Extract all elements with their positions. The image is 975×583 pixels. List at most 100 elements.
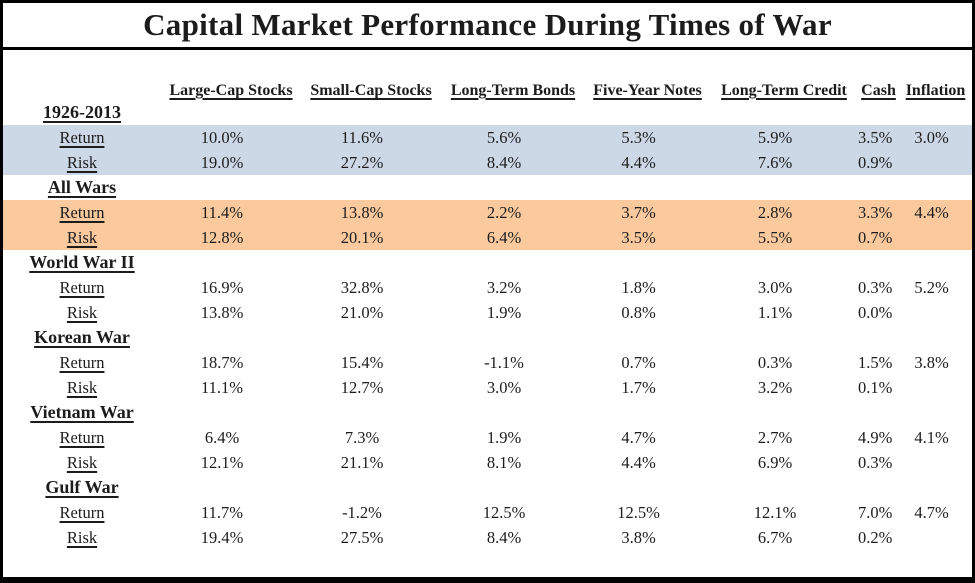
value-cell: 1.1%	[757, 302, 793, 322]
value-cell: 12.1%	[753, 502, 797, 522]
row-label-text: Return	[59, 127, 105, 147]
performance-table: Large-Cap Stocks Small-Cap Stocks Long-Ter…	[3, 78, 972, 550]
value-cell: 3.5%	[858, 127, 893, 147]
section-label: Gulf War	[3, 475, 161, 500]
value-cell: 13.8%	[340, 202, 384, 222]
value-cell: 1.5%	[858, 352, 893, 372]
title-box: Capital Market Performance During Times …	[3, 3, 972, 50]
value-cell: 4.1%	[914, 427, 949, 447]
section-label: All Wars	[3, 175, 161, 200]
value-cell: 2.7%	[757, 427, 793, 447]
value-cell: 13.8%	[200, 302, 244, 322]
column-header: Five-Year Notes	[593, 82, 702, 99]
value-cell: 7.6%	[757, 152, 793, 172]
value-cell: 32.8%	[340, 277, 384, 297]
value-cell: 6.4%	[204, 427, 240, 447]
value-cell: 19.4%	[200, 527, 244, 547]
value-cell: 3.2%	[757, 377, 793, 397]
corner-cell	[3, 78, 161, 100]
value-cell: 4.7%	[621, 427, 656, 447]
value-cell: 0.3%	[858, 452, 893, 472]
value-cell: 11.4%	[200, 202, 243, 222]
section-label-text: 1926-2013	[43, 102, 121, 122]
section-row: World War II	[3, 250, 972, 275]
value-cell: 3.3%	[858, 202, 893, 222]
row-label: Return	[3, 275, 161, 300]
value-cell: 10.0%	[200, 127, 244, 147]
section-row: Vietnam War	[3, 400, 972, 425]
table-row: Return 11.4% 13.8% 2.2% 3.7% 2.8% 3.3% 4.4%	[3, 200, 972, 225]
row-label-text: Risk	[66, 452, 98, 472]
table-row: Risk 13.8% 21.0% 1.9% 0.8% 1.1% 0.0%	[3, 300, 972, 325]
table-row: Return 18.7% 15.4% -1.1% 0.7% 0.3% 1.5% 3.8%	[3, 350, 972, 375]
value-cell: 3.2%	[486, 277, 522, 297]
value-cell: 27.5%	[340, 527, 384, 547]
value-cell: 12.1%	[200, 452, 244, 472]
section-row-filler	[161, 175, 972, 200]
value-cell: 5.6%	[486, 127, 522, 147]
page-title: Capital Market Performance During Times …	[143, 7, 832, 42]
row-label: Return	[3, 200, 161, 225]
value-cell: 5.5%	[757, 227, 793, 247]
value-cell: 4.9%	[858, 427, 893, 447]
row-label-text: Risk	[66, 227, 98, 247]
value-cell: 0.3%	[757, 352, 793, 372]
value-cell: 11.7%	[200, 502, 243, 522]
row-label-text: Return	[59, 427, 105, 447]
row-label-text: Risk	[66, 152, 98, 172]
value-cell	[899, 225, 972, 250]
row-label-text: Risk	[66, 302, 98, 322]
row-label: Risk	[3, 225, 161, 250]
section-label-text: Korean War	[34, 327, 130, 347]
section-row-filler	[161, 100, 972, 125]
value-cell: 0.9%	[858, 152, 893, 172]
value-cell: 19.0%	[200, 152, 244, 172]
value-cell: 1.8%	[621, 277, 656, 297]
table-row: Return 6.4% 7.3% 1.9% 4.7% 2.7% 4.9% 4.1%	[3, 425, 972, 450]
value-cell	[899, 300, 972, 325]
table-row: Risk 19.0% 27.2% 8.4% 4.4% 7.6% 0.9%	[3, 150, 972, 175]
value-cell: 16.9%	[200, 277, 244, 297]
value-cell: 8.1%	[486, 452, 522, 472]
row-label: Return	[3, 500, 161, 525]
value-cell	[899, 525, 972, 550]
row-label: Return	[3, 125, 161, 150]
row-label: Return	[3, 425, 161, 450]
column-header: Long-Term Bonds	[450, 82, 576, 99]
row-label: Risk	[3, 450, 161, 475]
value-cell: 18.7%	[200, 352, 244, 372]
value-cell: 3.5%	[621, 227, 656, 247]
value-cell: 11.6%	[340, 127, 383, 147]
value-cell: -1.1%	[484, 352, 524, 372]
row-label: Risk	[3, 300, 161, 325]
table-row: Return 16.9% 32.8% 3.2% 1.8% 3.0% 0.3% 5.2%	[3, 275, 972, 300]
table-row: Risk 12.8% 20.1% 6.4% 3.5% 5.5% 0.7%	[3, 225, 972, 250]
section-label-text: Gulf War	[45, 477, 119, 497]
value-cell: 7.3%	[344, 427, 380, 447]
value-cell: 3.0%	[486, 377, 522, 397]
value-cell: 0.7%	[621, 352, 656, 372]
value-cell: 1.9%	[486, 302, 522, 322]
row-label-text: Return	[59, 502, 105, 522]
row-label-text: Return	[59, 277, 105, 297]
row-label: Risk	[3, 150, 161, 175]
value-cell	[899, 375, 972, 400]
column-header: Long-Term Credit	[721, 82, 847, 99]
section-row: Gulf War	[3, 475, 972, 500]
row-label-text: Risk	[66, 527, 98, 547]
value-cell: 4.7%	[914, 502, 949, 522]
value-cell: 8.4%	[486, 152, 522, 172]
value-cell: 0.8%	[621, 302, 656, 322]
row-label: Risk	[3, 525, 161, 550]
section-row: 1926-2013	[3, 100, 972, 125]
value-cell: 6.9%	[757, 452, 793, 472]
section-label-text: All Wars	[47, 177, 117, 197]
row-label: Return	[3, 350, 161, 375]
value-cell: 6.4%	[486, 227, 522, 247]
section-label: 1926-2013	[3, 100, 161, 125]
value-cell: 0.7%	[858, 227, 893, 247]
column-header: Small-Cap Stocks	[310, 82, 432, 99]
value-cell: -1.2%	[342, 502, 382, 522]
section-label: Vietnam War	[3, 400, 161, 425]
